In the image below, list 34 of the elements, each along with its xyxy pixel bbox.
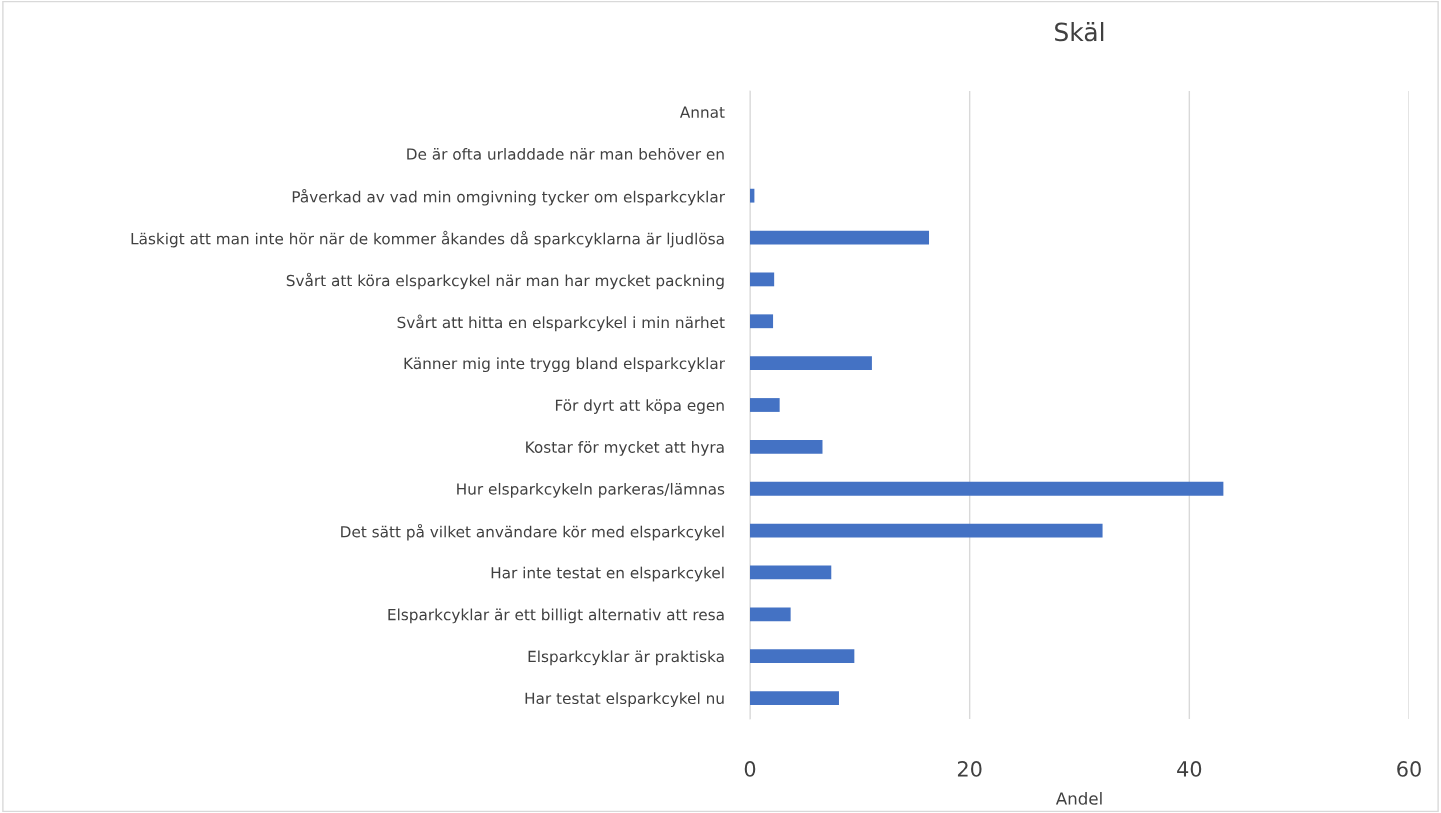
x-tick-label: 40	[1177, 761, 1202, 777]
y-tick-label: Känner mig inte trygg bland elsparkcyklar	[404, 357, 725, 373]
y-tick-label: Hur elsparkcykeln parkeras/lämnas	[457, 482, 725, 498]
x-tick-label: 60	[1397, 761, 1421, 777]
y-tick-label: Annat	[679, 106, 725, 118]
y-tick-label: Elsparkcyklar är ett billigt alternativ att resa	[388, 608, 724, 624]
bar	[750, 272, 775, 287]
bar	[750, 356, 872, 371]
y-tick-label: Har inte testat en elsparkcykel	[491, 566, 724, 582]
x-tick-label: 0	[744, 761, 756, 777]
bar	[750, 230, 930, 245]
bar	[750, 565, 832, 580]
y-tick-label: Påverkad av vad min omgivning tycker om elsparkcyklar	[292, 188, 725, 206]
y-tick-label: För dyrt att köpa egen	[555, 399, 724, 414]
y-tick-label: Har testat elsparkcykel nu	[525, 692, 724, 708]
y-tick-label: Svårt att hitta en elsparkcykel i min närhet	[397, 314, 725, 332]
bar	[750, 398, 780, 412]
bar	[750, 649, 855, 664]
x-tick-label: 20	[957, 761, 982, 777]
y-tick-label: Kostar för mycket att hyra	[526, 441, 724, 456]
y-tick-label: Svårt att köra elsparkcykel när man har mycket packning	[286, 272, 724, 290]
bar	[750, 523, 1103, 538]
bar	[750, 439, 823, 454]
bar	[750, 691, 839, 705]
x-axis-title: Andel	[1055, 791, 1102, 805]
bar	[750, 188, 755, 203]
y-tick-label: Elsparkcyklar är praktiska	[528, 650, 724, 666]
bar	[750, 481, 1224, 496]
y-tick-label: Det sätt på vilket användare kör med elsparkcykel	[341, 523, 724, 541]
y-tick-label: Läskigt att man inte hör när de kommer åkandes då sparkcyklarna är ljudlösa	[131, 230, 724, 248]
y-tick-label: De är ofta urladdade när man behöver en	[407, 148, 724, 160]
bar	[750, 607, 791, 622]
chart-title: Skäl	[1055, 22, 1104, 42]
bar	[750, 314, 774, 329]
